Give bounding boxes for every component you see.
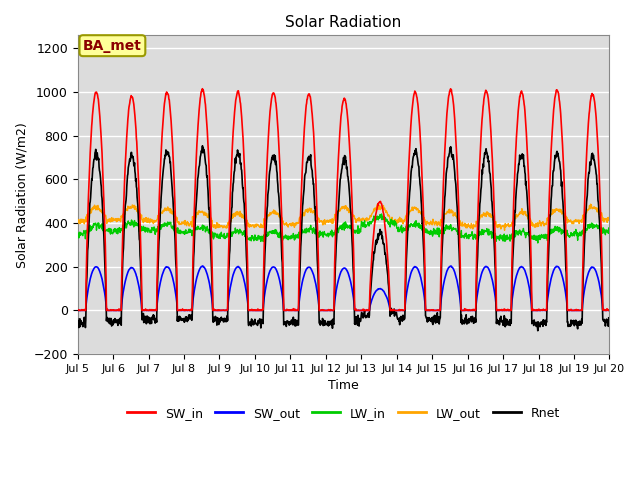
Legend: SW_in, SW_out, LW_in, LW_out, Rnet: SW_in, SW_out, LW_in, LW_out, Rnet xyxy=(122,402,564,425)
Title: Solar Radiation: Solar Radiation xyxy=(285,15,402,30)
X-axis label: Time: Time xyxy=(328,379,359,392)
Y-axis label: Solar Radiation (W/m2): Solar Radiation (W/m2) xyxy=(15,122,28,267)
Text: BA_met: BA_met xyxy=(83,39,142,53)
